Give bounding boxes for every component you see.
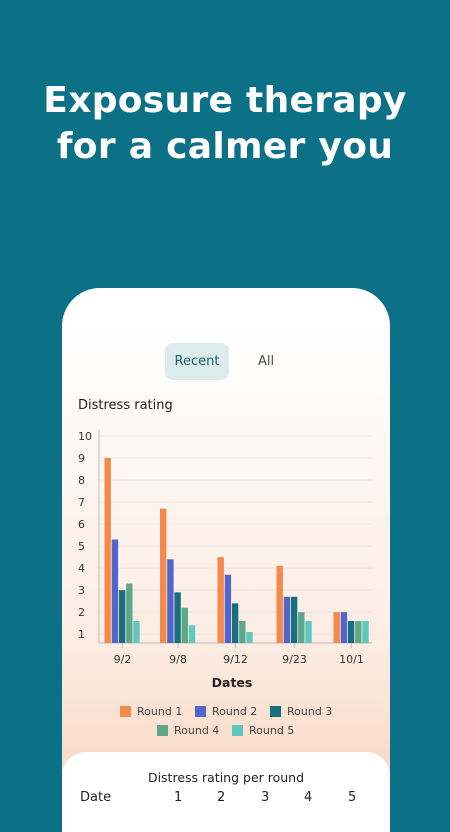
- bar-9-23-round-4: [298, 612, 305, 643]
- x-tick-label: 9/12: [223, 653, 248, 666]
- bar-10-1-round-3: [347, 620, 355, 643]
- legend-swatch-round-2: [195, 706, 206, 717]
- legend-swatch-round-4: [157, 725, 168, 736]
- x-tick-label: 9/8: [169, 653, 187, 666]
- legend-label-round-3: Round 3: [287, 705, 333, 718]
- legend-swatch-round-3: [270, 706, 281, 717]
- table-header-round-1: 1: [174, 790, 183, 805]
- bar-10-1-round-2: [340, 612, 348, 643]
- y-tick-label: 7: [78, 496, 85, 509]
- x-axis-title: Dates: [211, 675, 253, 690]
- y-tick-label: 1: [78, 628, 85, 641]
- y-tick-label: 9: [78, 452, 85, 465]
- table-header-date: Date: [80, 790, 112, 805]
- legend-label-round-1: Round 1: [137, 705, 183, 718]
- bar-10-1-round-5: [362, 620, 369, 643]
- phone-screen: Recent All Distress rating 1 2 3 4 5 6 7 8 9 10 9/…: [62, 288, 390, 828]
- headline: Exposure therapy for a calmer you: [0, 78, 450, 170]
- x-tick-label: 10/1: [339, 653, 364, 666]
- bar-9-2-round-2: [111, 539, 119, 643]
- legend-round-3: Round 3: [270, 705, 332, 718]
- bar-9-2-round-5: [133, 620, 140, 643]
- table-header-round-4: 4: [304, 790, 313, 805]
- bar-9-2-round-1: [104, 458, 111, 643]
- bar-9-8-round-2: [167, 559, 174, 643]
- legend-label-round-5: Round 5: [249, 724, 295, 737]
- y-tick-label: 5: [78, 540, 85, 553]
- table-card: Distress rating per round Date 1 2 3 4 5: [62, 752, 390, 832]
- legend-label-round-4: Round 4: [174, 724, 220, 737]
- bar-10-1-round-1: [333, 612, 340, 643]
- legend-round-1: Round 1: [120, 705, 182, 718]
- x-tick-label: 9/23: [282, 653, 307, 666]
- tab-all[interactable]: All: [257, 354, 275, 369]
- headline-line-1: Exposure therapy: [43, 80, 407, 121]
- legend-swatch-round-5: [232, 725, 243, 736]
- chart-title: Distress rating: [78, 398, 173, 413]
- legend-round-4: Round 4: [157, 724, 219, 737]
- legend-swatch-round-1: [120, 706, 131, 717]
- distress-bar-chart: 1 2 3 4 5 6 7 8 9 10 9/2 9/8 9/12 9/23 10/1: [78, 430, 372, 666]
- bar-10-1-round-4: [355, 620, 362, 643]
- y-tick-label: 8: [78, 474, 85, 487]
- bar-9-12-round-5: [246, 631, 253, 643]
- x-tick-label: 9/2: [114, 653, 132, 666]
- legend-round-2: Round 2: [195, 705, 257, 718]
- y-tick-label: 4: [78, 562, 85, 575]
- table-header-round-5: 5: [348, 790, 357, 805]
- tab-recent[interactable]: Recent: [165, 343, 229, 380]
- bar-9-2-round-3: [118, 590, 126, 643]
- y-tick-label: 6: [78, 518, 85, 531]
- bar-9-8-round-4: [181, 607, 188, 643]
- table-header-round-2: 2: [217, 790, 226, 805]
- headline-line-2: for a calmer you: [56, 126, 394, 167]
- bar-9-23-round-1: [276, 565, 283, 643]
- bar-9-12-round-2: [224, 574, 232, 643]
- y-tick-label: 3: [78, 584, 85, 597]
- bar-9-23-round-3: [290, 596, 298, 643]
- bar-9-8-round-3: [174, 592, 181, 643]
- table-title: Distress rating per round: [147, 770, 305, 785]
- legend-round-5: Round 5: [232, 724, 294, 737]
- bar-9-23-round-2: [283, 596, 291, 643]
- bar-9-8-round-1: [160, 508, 167, 643]
- bar-9-12-round-4: [239, 620, 246, 643]
- table-header-round-3: 3: [261, 790, 270, 805]
- y-tick-label: 10: [78, 430, 92, 443]
- bar-9-23-round-5: [305, 620, 312, 643]
- bar-9-2-round-4: [126, 583, 133, 643]
- y-tick-label: 2: [78, 606, 85, 619]
- bar-9-12-round-1: [217, 557, 224, 643]
- bar-9-8-round-5: [188, 625, 196, 643]
- bar-9-12-round-3: [231, 603, 239, 643]
- legend-label-round-2: Round 2: [212, 705, 258, 718]
